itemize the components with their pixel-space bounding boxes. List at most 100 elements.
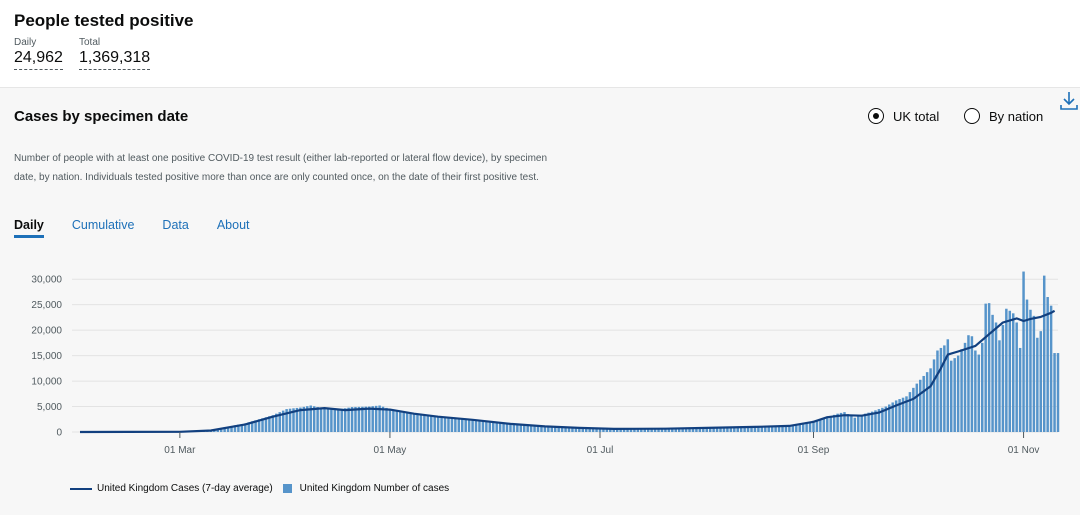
seven-day-average-line xyxy=(80,311,1055,432)
daily-cases-bar xyxy=(912,388,914,432)
x-tick-label: 01 May xyxy=(374,445,407,456)
daily-cases-bar xyxy=(368,407,370,432)
daily-cases-bar xyxy=(988,303,990,432)
daily-cases-bar xyxy=(1040,331,1042,432)
daily-cases-bar xyxy=(513,424,515,432)
y-tick-label: 0 xyxy=(56,428,62,439)
daily-cases-bar xyxy=(1053,353,1055,432)
daily-cases-bar xyxy=(984,304,986,432)
daily-cases-bar xyxy=(451,418,453,432)
daily-cases-bar xyxy=(1005,309,1007,432)
daily-cases-bar xyxy=(516,425,518,432)
daily-cases-bar xyxy=(506,424,508,432)
daily-cases-bar xyxy=(950,361,952,432)
daily-cases-bar xyxy=(458,419,460,432)
daily-cases-bar xyxy=(330,410,332,432)
daily-cases-bar xyxy=(475,421,477,432)
daily-cases-bar xyxy=(358,407,360,432)
daily-cases-bar xyxy=(978,355,980,432)
total-label: Total xyxy=(79,37,150,49)
daily-cases-bar xyxy=(847,414,849,432)
daily-cases-bar xyxy=(371,406,373,432)
daily-cases-bar xyxy=(489,422,491,432)
daily-cases-bar xyxy=(850,416,852,432)
daily-cases-bar xyxy=(857,416,859,432)
daily-cases-bar xyxy=(981,343,983,432)
daily-cases-bar xyxy=(334,410,336,432)
daily-cases-bar xyxy=(526,425,528,432)
total-value[interactable]: 1,369,318 xyxy=(79,49,150,70)
daily-cases-bar xyxy=(926,372,928,432)
daily-cases-bar xyxy=(444,417,446,432)
y-tick-label: 5,000 xyxy=(37,402,62,413)
legend-bar-label: United Kingdom Number of cases xyxy=(300,483,450,494)
daily-cases-bar xyxy=(957,356,959,432)
summary-header: People tested positive Daily 24,962 Tota… xyxy=(0,0,1080,87)
legend-line-swatch xyxy=(70,488,92,490)
daily-cases-bar xyxy=(940,348,942,432)
daily-label: Daily xyxy=(14,37,63,49)
y-tick-label: 25,000 xyxy=(31,300,62,311)
daily-cases-bar xyxy=(922,376,924,432)
daily-cases-bar xyxy=(1043,276,1045,432)
daily-cases-bar xyxy=(960,349,962,432)
daily-cases-bar xyxy=(953,358,955,432)
daily-cases-bar xyxy=(478,421,480,432)
daily-cases-bar xyxy=(909,392,911,432)
daily-cases-bar xyxy=(402,413,404,432)
daily-cases-bar xyxy=(1029,310,1031,432)
daily-cases-bar xyxy=(1015,322,1017,432)
total-metric: Total 1,369,318 xyxy=(79,37,150,70)
daily-cases-bar xyxy=(323,409,325,432)
daily-metric: Daily 24,962 xyxy=(14,37,63,70)
daily-cases-bar xyxy=(967,335,969,432)
daily-cases-bar xyxy=(354,407,356,432)
daily-cases-bar xyxy=(344,408,346,432)
daily-cases-bar xyxy=(1036,338,1038,432)
daily-cases-bar xyxy=(454,418,456,432)
daily-cases-bar xyxy=(998,340,1000,432)
daily-cases-bar xyxy=(492,422,494,432)
x-tick-label: 01 Mar xyxy=(164,445,196,456)
daily-cases-bar xyxy=(974,351,976,433)
daily-cases-bar xyxy=(1046,297,1048,432)
daily-cases-bar xyxy=(447,418,449,432)
daily-cases-bar xyxy=(1057,353,1059,432)
daily-cases-bar xyxy=(406,413,408,432)
daily-cases-bar xyxy=(392,410,394,432)
daily-cases-bar xyxy=(437,417,439,432)
daily-cases-bar xyxy=(499,423,501,432)
daily-cases-bar xyxy=(1033,316,1035,432)
daily-cases-bar xyxy=(971,336,973,432)
daily-cases-bar xyxy=(826,417,828,432)
daily-cases-bar xyxy=(860,415,862,432)
daily-cases-bar xyxy=(819,419,821,432)
x-tick-label: 01 Sep xyxy=(798,445,830,456)
y-tick-label: 30,000 xyxy=(31,275,62,286)
daily-cases-bar xyxy=(929,368,931,432)
daily-cases-bar xyxy=(430,416,432,432)
page-title: People tested positive xyxy=(14,11,194,31)
daily-cases-bar xyxy=(433,416,435,432)
daily-cases-bar xyxy=(423,415,425,432)
daily-cases-bar xyxy=(365,407,367,432)
daily-cases-bar xyxy=(919,380,921,432)
daily-cases-bar xyxy=(509,424,511,432)
daily-cases-bar xyxy=(416,415,418,432)
daily-cases-bar xyxy=(427,416,429,432)
daily-value[interactable]: 24,962 xyxy=(14,49,63,70)
daily-cases-bar xyxy=(523,425,525,432)
daily-cases-bar xyxy=(347,408,349,432)
daily-cases-bar xyxy=(361,407,363,432)
daily-cases-bar xyxy=(399,412,401,432)
daily-cases-bar xyxy=(320,408,322,432)
daily-cases-bar xyxy=(389,409,391,432)
y-tick-label: 10,000 xyxy=(31,377,62,388)
daily-cases-bar xyxy=(933,359,935,432)
daily-cases-bar xyxy=(1050,306,1052,432)
legend-bar-swatch xyxy=(283,484,292,493)
daily-cases-bar xyxy=(382,407,384,432)
daily-cases-bar xyxy=(316,407,318,432)
daily-cases-bar xyxy=(916,384,918,432)
legend-line-label: United Kingdom Cases (7-day average) xyxy=(97,483,273,494)
